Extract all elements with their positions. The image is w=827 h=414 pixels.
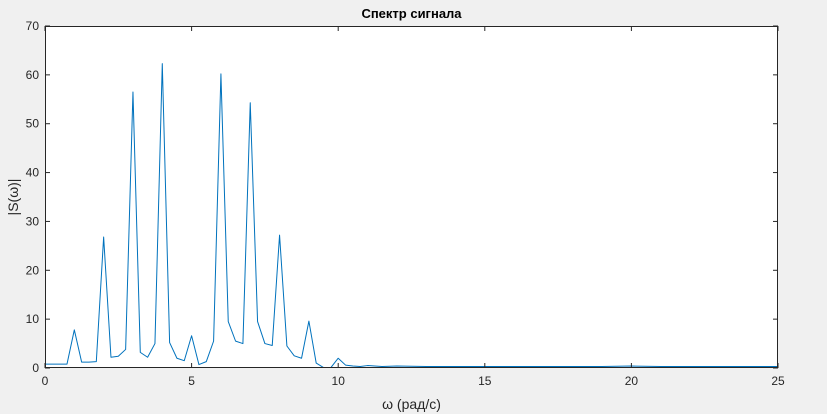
y-tick-label: 50	[26, 117, 40, 131]
x-tick-label: 20	[625, 374, 639, 388]
y-tick-label: 70	[26, 19, 40, 33]
y-axis-title: |S(ω)|	[5, 179, 21, 216]
x-tick-label: 5	[188, 374, 195, 388]
y-tick-label: 30	[26, 214, 40, 228]
x-tick-label: 0	[42, 374, 49, 388]
y-tick-label: 20	[26, 263, 40, 277]
x-tick-label: 10	[332, 374, 346, 388]
series-layer	[45, 63, 778, 369]
x-tick-label: 15	[478, 374, 492, 388]
chart-title: Спектр сигнала	[361, 6, 462, 21]
x-axis: 0 5 10 15 20 25	[42, 26, 785, 388]
plot-box	[45, 26, 778, 368]
x-tick-label: 25	[771, 374, 785, 388]
y-tick-label: 40	[26, 166, 40, 180]
series-line-0	[45, 63, 778, 369]
y-tick-label: 60	[26, 68, 40, 82]
x-axis-title: ω (рад/с)	[382, 396, 441, 412]
y-axis: 0 10 20 30 40 50 60 70	[26, 19, 778, 375]
y-tick-label: 0	[32, 361, 39, 375]
y-tick-label: 10	[26, 312, 40, 326]
plot-area[interactable]	[45, 26, 778, 368]
